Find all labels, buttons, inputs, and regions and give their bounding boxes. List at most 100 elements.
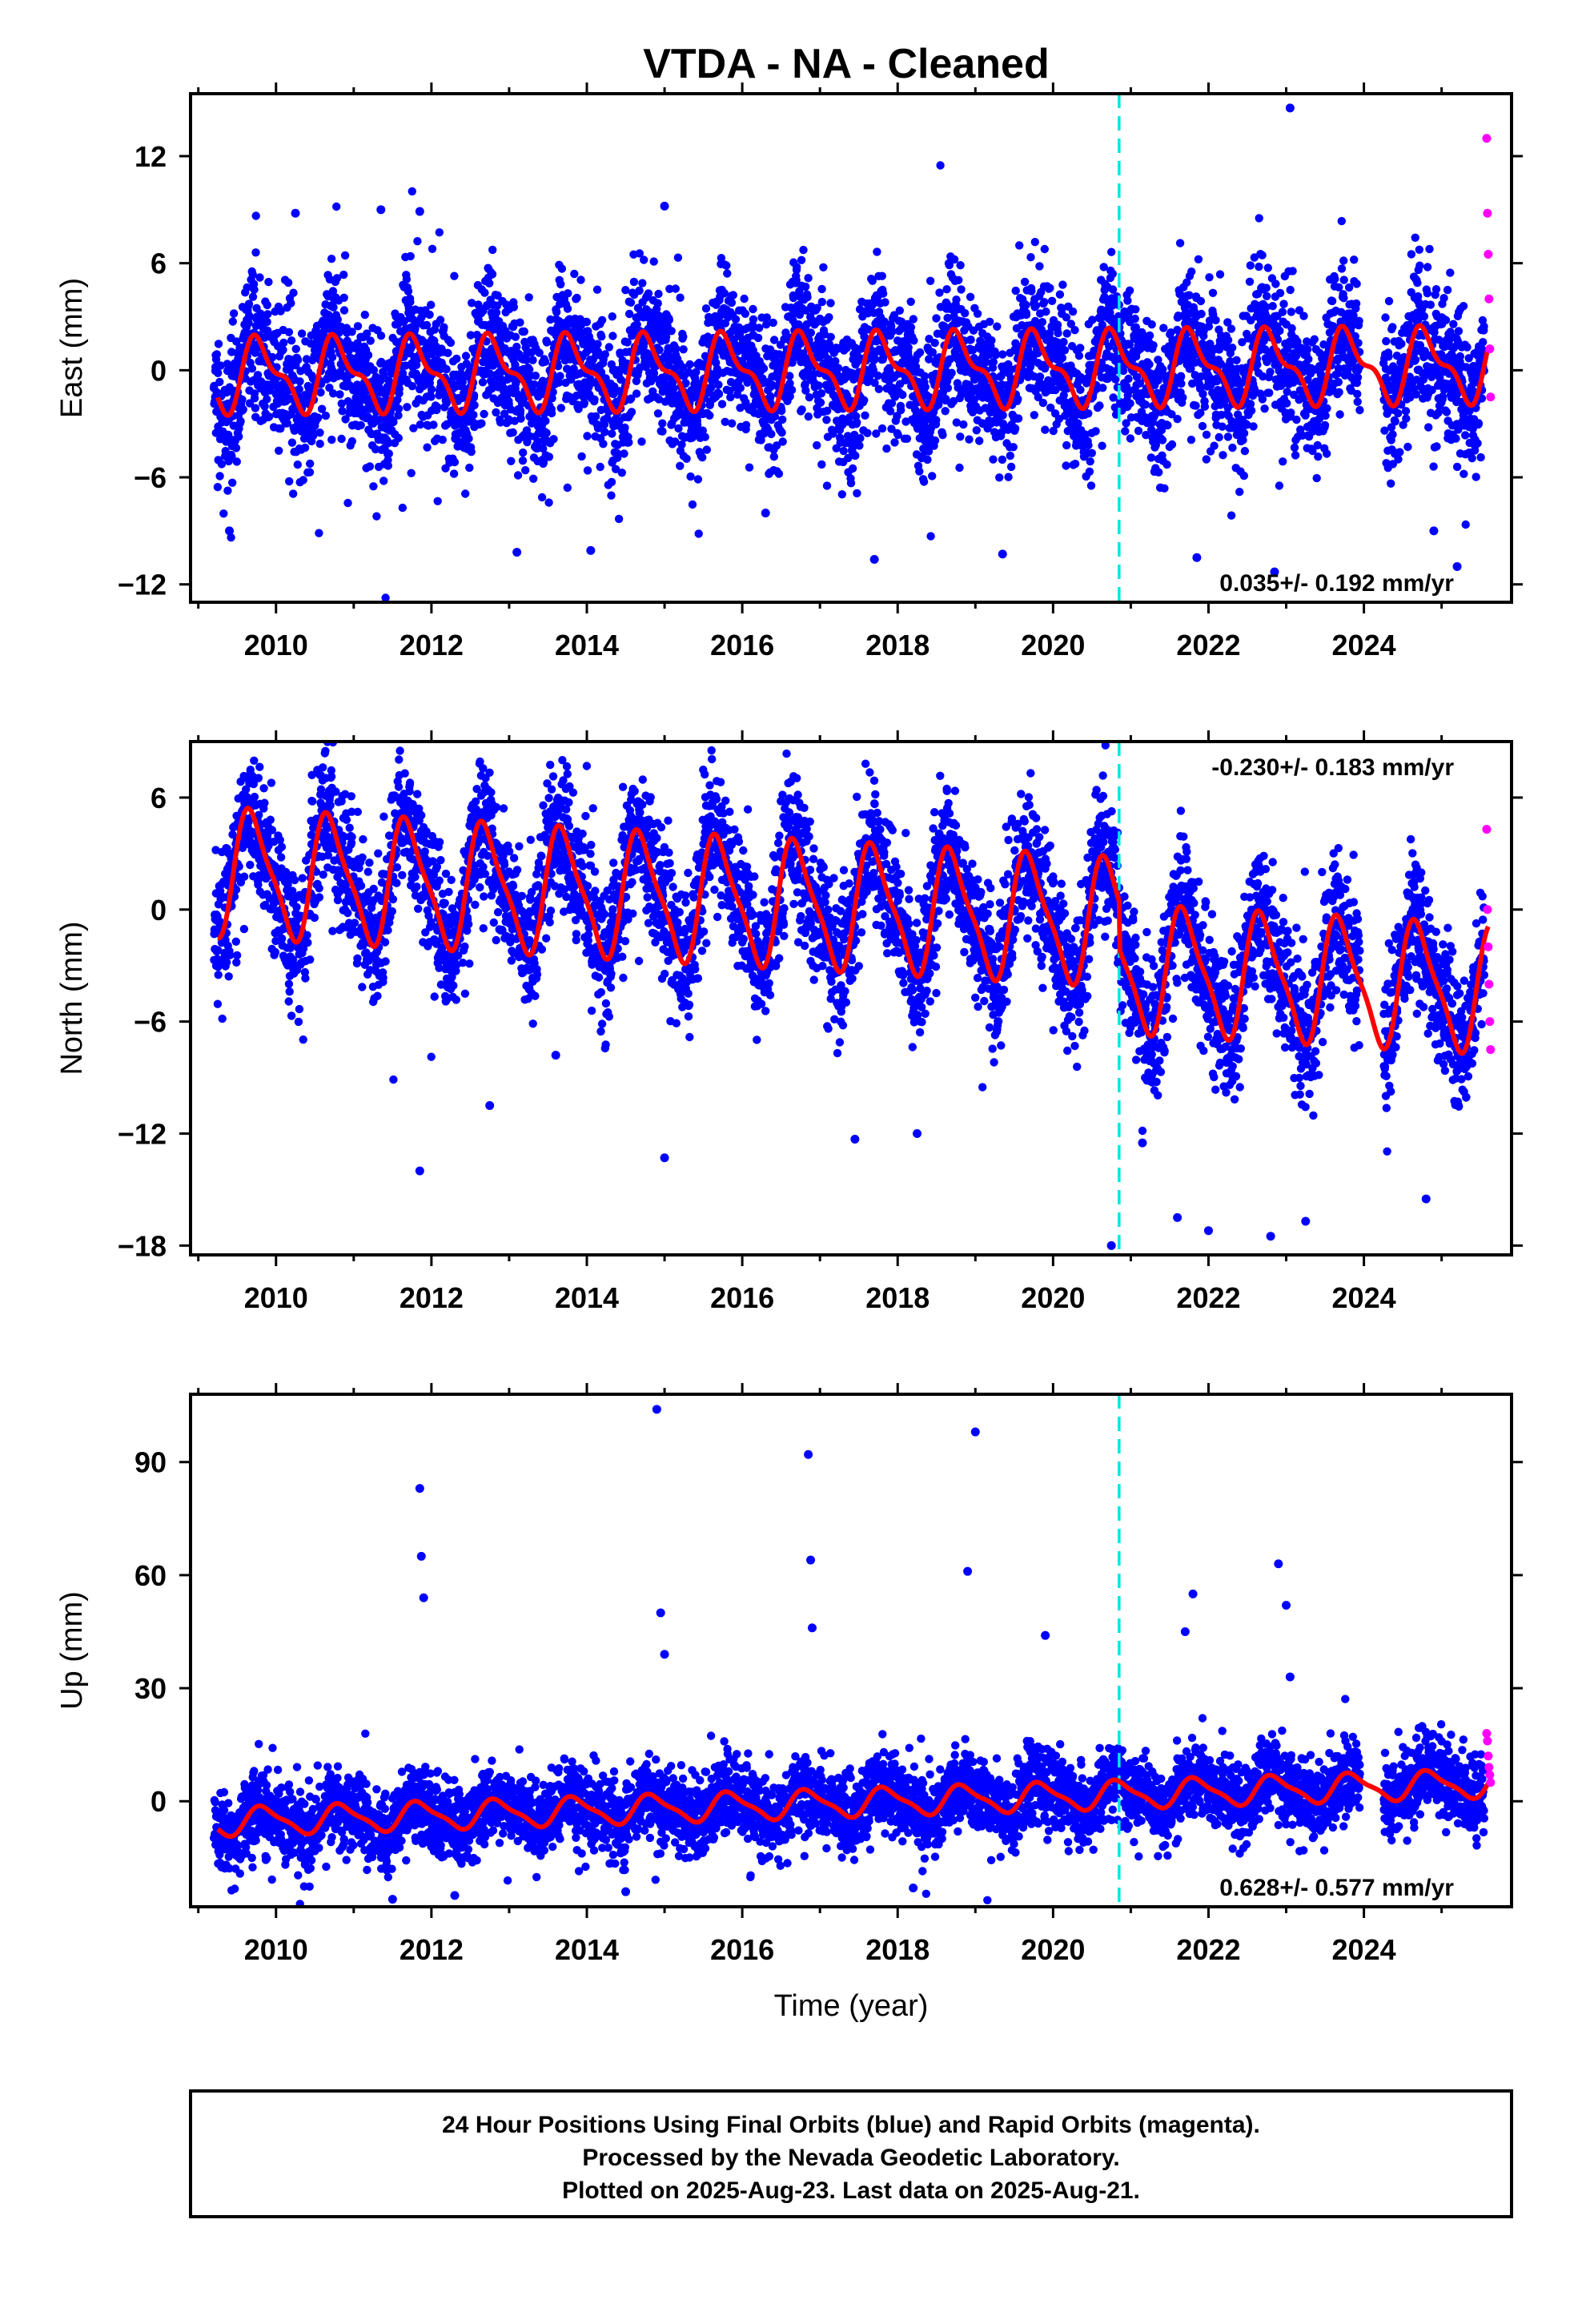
data-point bbox=[1423, 263, 1432, 271]
data-point bbox=[941, 407, 950, 416]
data-point bbox=[1337, 216, 1347, 226]
data-point bbox=[608, 332, 617, 340]
data-point bbox=[227, 452, 236, 461]
data-point bbox=[1275, 288, 1285, 298]
data-point bbox=[1331, 275, 1339, 283]
data-point bbox=[906, 323, 916, 332]
data-point bbox=[1271, 279, 1280, 288]
data-point bbox=[1108, 269, 1118, 279]
data-point bbox=[356, 420, 365, 430]
data-point bbox=[427, 392, 436, 401]
data-point bbox=[293, 356, 303, 364]
data-point bbox=[654, 289, 663, 299]
data-point bbox=[1218, 422, 1227, 431]
data-point bbox=[215, 377, 224, 387]
data-point bbox=[1006, 451, 1015, 460]
data-point bbox=[521, 466, 530, 475]
data-point bbox=[853, 489, 861, 498]
data-point bbox=[314, 413, 323, 422]
data-point bbox=[729, 291, 737, 300]
data-point bbox=[1401, 407, 1411, 416]
data-point bbox=[235, 432, 243, 441]
data-point bbox=[1006, 462, 1016, 472]
data-point bbox=[1058, 280, 1067, 289]
data-point bbox=[853, 418, 861, 427]
data-point bbox=[833, 364, 843, 372]
data-point bbox=[904, 343, 913, 352]
data-point bbox=[1200, 402, 1210, 411]
data-point bbox=[556, 279, 565, 289]
data-point bbox=[644, 289, 653, 298]
data-point bbox=[1303, 345, 1312, 354]
data-point bbox=[1299, 312, 1308, 320]
data-point bbox=[1260, 404, 1269, 413]
data-point bbox=[492, 408, 500, 417]
data-point bbox=[427, 300, 436, 309]
data-point bbox=[384, 449, 393, 458]
data-point bbox=[749, 315, 758, 324]
data-point bbox=[446, 338, 456, 348]
data-point bbox=[1426, 300, 1435, 309]
data-point bbox=[438, 436, 447, 444]
data-point bbox=[1424, 423, 1433, 432]
data-point bbox=[1053, 320, 1062, 329]
data-point bbox=[1245, 277, 1255, 286]
data-point bbox=[1145, 360, 1154, 369]
data-point bbox=[524, 293, 533, 302]
data-point bbox=[341, 415, 350, 424]
data-point bbox=[394, 404, 404, 413]
data-point bbox=[321, 411, 331, 420]
data-point bbox=[1283, 399, 1291, 408]
data-point bbox=[464, 434, 473, 443]
data-point bbox=[231, 444, 241, 452]
data-point bbox=[1312, 473, 1321, 483]
data-point bbox=[1429, 462, 1438, 471]
data-point bbox=[873, 371, 882, 380]
data-point bbox=[954, 275, 963, 284]
data-point bbox=[804, 412, 813, 421]
data-point bbox=[759, 364, 769, 373]
data-point bbox=[1210, 441, 1219, 450]
data-point bbox=[540, 357, 550, 366]
data-point bbox=[245, 312, 254, 320]
data-point bbox=[435, 228, 444, 237]
data-point bbox=[1173, 415, 1182, 424]
data-point bbox=[1334, 377, 1343, 387]
data-point bbox=[287, 336, 296, 345]
data-point bbox=[906, 297, 915, 306]
data-point bbox=[316, 388, 325, 397]
data-point bbox=[769, 318, 777, 328]
data-point bbox=[216, 361, 225, 370]
data-point bbox=[1411, 356, 1420, 364]
data-point bbox=[1070, 460, 1080, 468]
data-point bbox=[727, 298, 737, 308]
data-point bbox=[935, 288, 944, 297]
data-point bbox=[1070, 326, 1079, 335]
data-point bbox=[1030, 238, 1040, 247]
data-point bbox=[467, 448, 476, 456]
data-point bbox=[848, 464, 857, 473]
data-point bbox=[669, 384, 678, 393]
data-point bbox=[293, 460, 302, 469]
data-point bbox=[723, 269, 732, 278]
data-point bbox=[214, 368, 223, 377]
data-point bbox=[1126, 399, 1134, 408]
data-point bbox=[263, 310, 272, 319]
data-point bbox=[433, 497, 442, 505]
data-point bbox=[337, 434, 346, 444]
data-point bbox=[283, 419, 291, 428]
data-point bbox=[516, 318, 524, 327]
data-point bbox=[1040, 298, 1049, 307]
data-point bbox=[1339, 256, 1348, 265]
data-point bbox=[1290, 443, 1299, 452]
data-point bbox=[582, 317, 592, 327]
data-point bbox=[508, 428, 517, 437]
data-point bbox=[957, 285, 966, 294]
data-point bbox=[1076, 344, 1085, 352]
data-point bbox=[525, 365, 534, 374]
data-point bbox=[363, 351, 373, 360]
data-point bbox=[404, 287, 413, 296]
data-point bbox=[285, 476, 294, 486]
data-point bbox=[863, 428, 872, 437]
